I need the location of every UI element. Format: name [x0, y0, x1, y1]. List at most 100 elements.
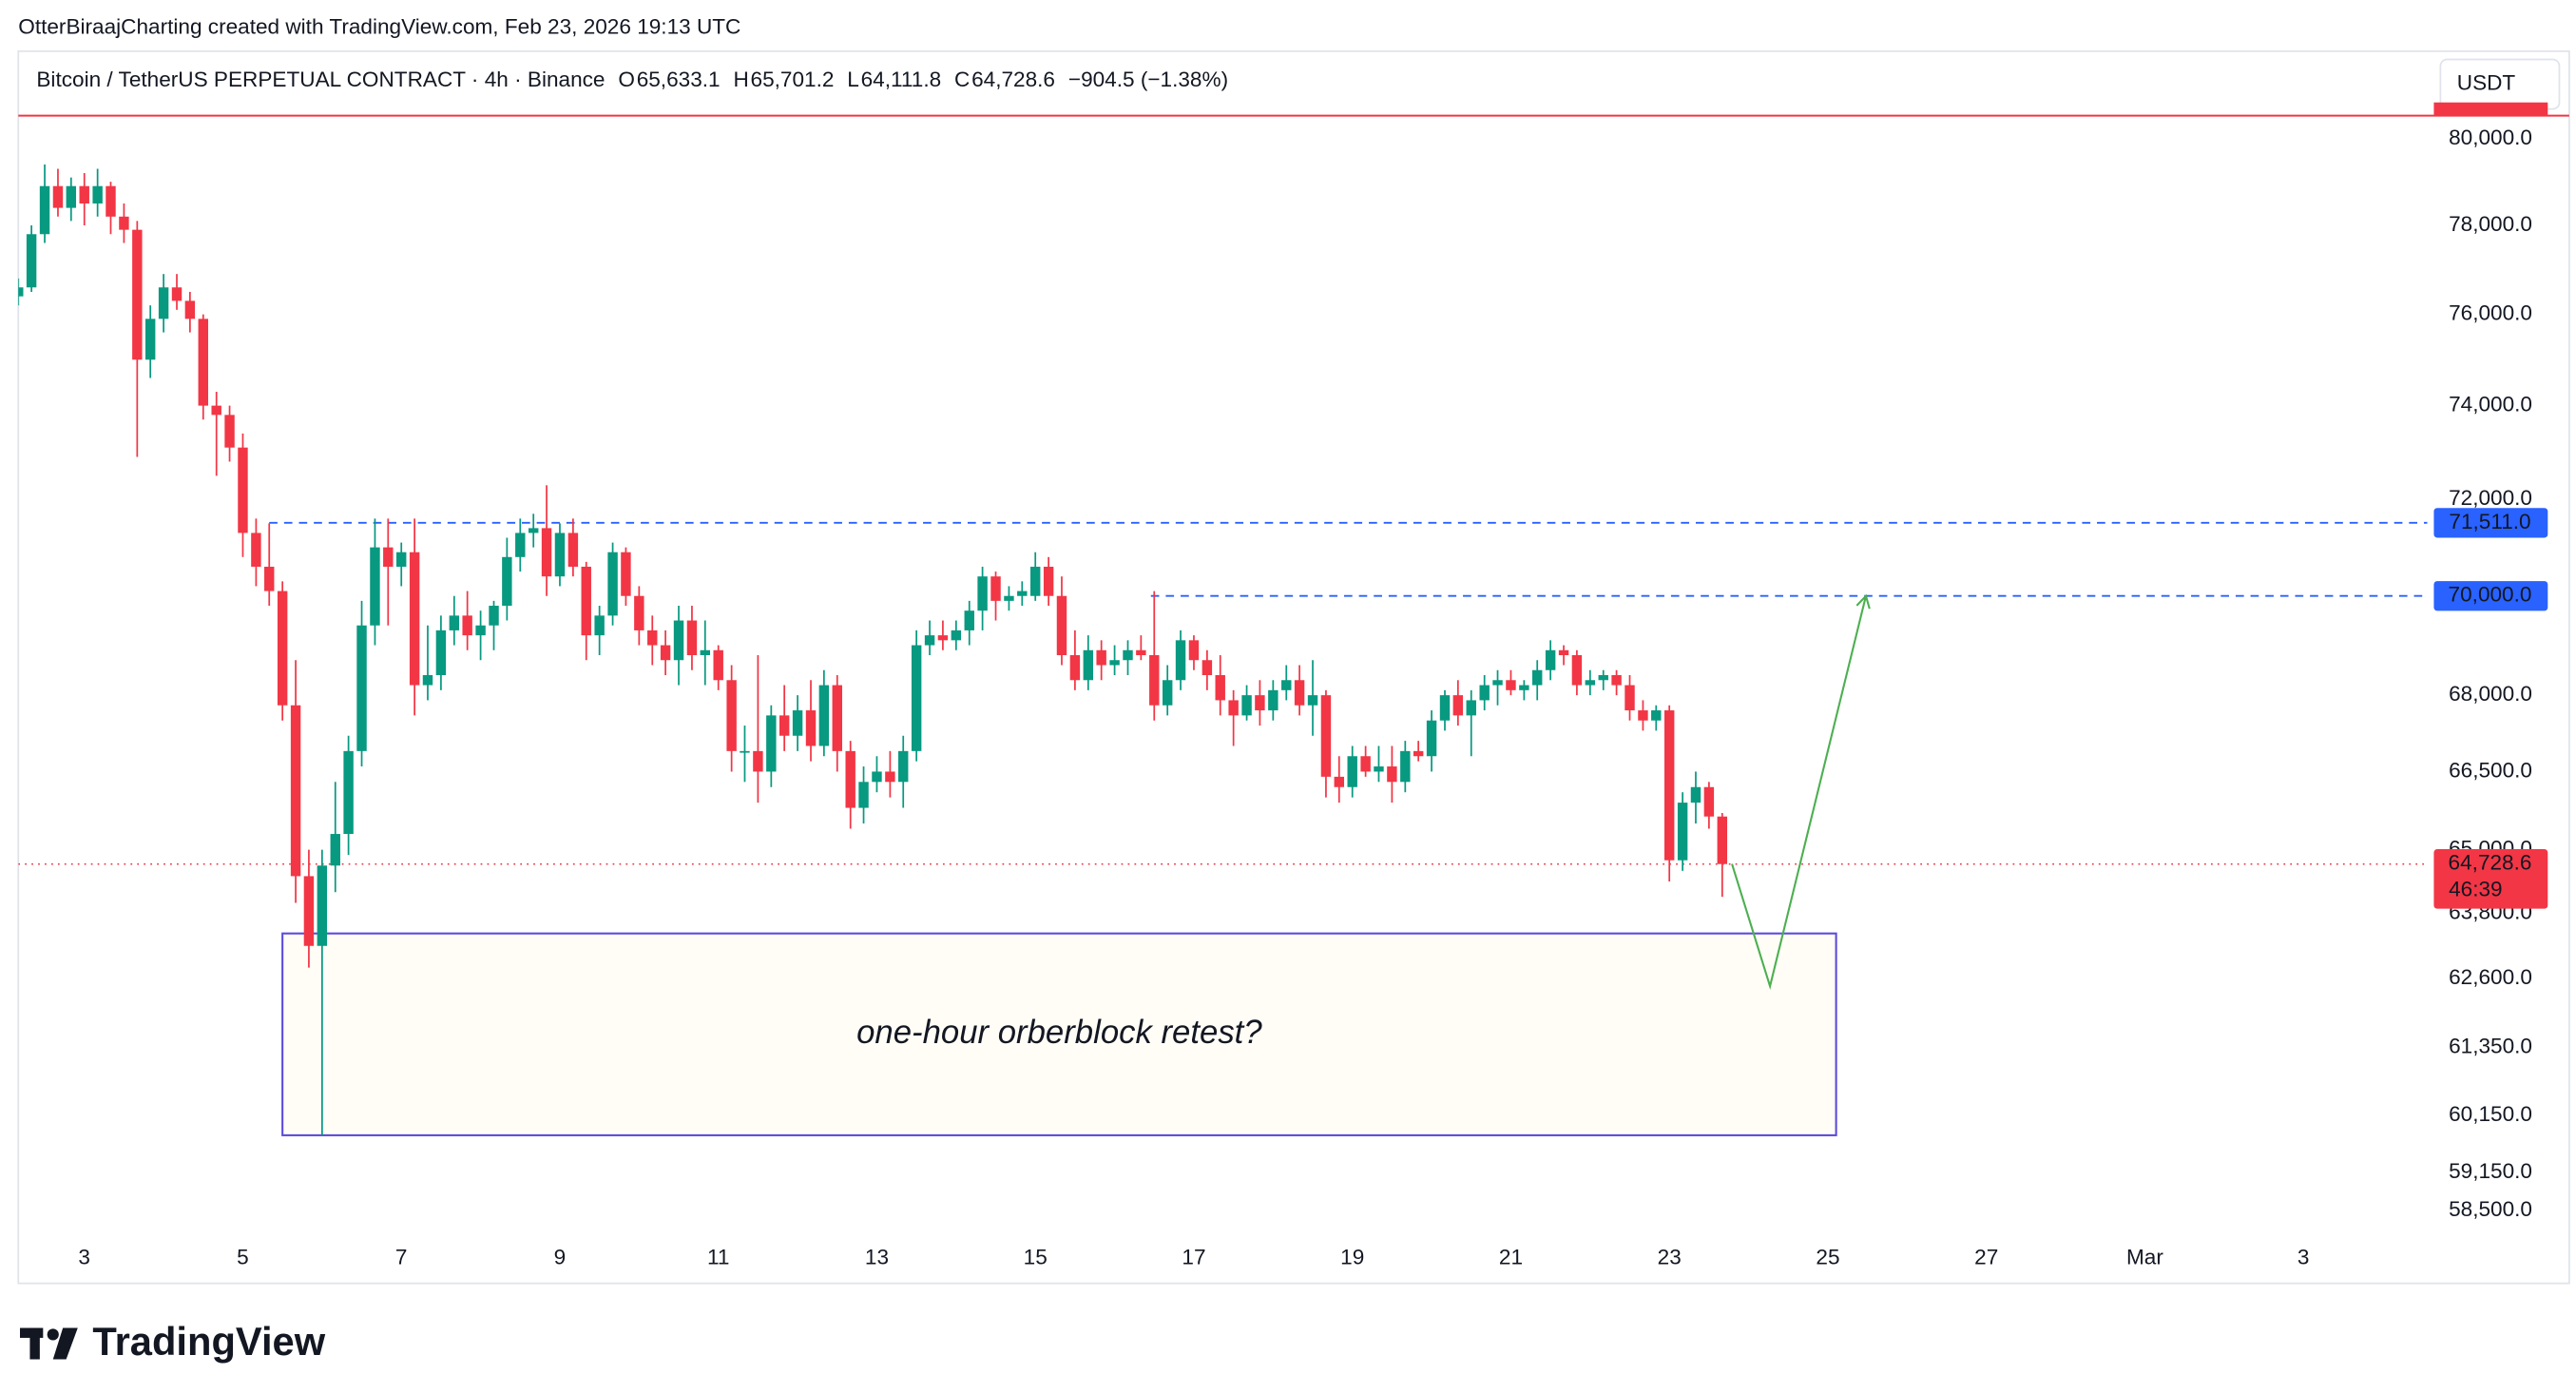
candle-body	[1519, 685, 1529, 690]
candle-body	[1439, 695, 1451, 721]
candle-body	[422, 675, 433, 686]
candle-body	[1400, 750, 1411, 783]
candle-body	[805, 710, 817, 746]
legend-text: 65,701.2	[751, 68, 835, 91]
candle-body	[1136, 649, 1146, 656]
candle-body	[1004, 595, 1014, 601]
candle-body	[740, 750, 750, 753]
candle-body	[1585, 680, 1596, 686]
candle-body	[1294, 680, 1305, 706]
candle-body	[26, 234, 37, 288]
x-tick-label: 9	[554, 1246, 567, 1269]
attribution: OtterBiraajCharting created with Trading…	[18, 14, 740, 38]
candle-body	[845, 750, 855, 808]
candle-body	[885, 771, 895, 783]
candle-body	[1109, 660, 1120, 666]
legend-text: C	[954, 68, 970, 91]
candle-body	[528, 528, 539, 533]
candle-body	[1426, 720, 1437, 757]
candle-body	[1281, 680, 1292, 690]
candle-body	[1690, 786, 1701, 803]
candle-body	[1571, 655, 1583, 686]
candle-body	[1056, 595, 1067, 656]
y-tick-label: 59,150.0	[2449, 1159, 2532, 1183]
candle-body	[1188, 640, 1200, 661]
candle-body	[515, 532, 526, 557]
candle-body	[144, 319, 156, 360]
candle-body	[251, 532, 261, 567]
x-tick-label: 11	[707, 1246, 729, 1269]
candle-body	[79, 185, 89, 204]
brand-name: TradingView	[92, 1319, 325, 1364]
candle-body	[964, 610, 974, 630]
candle-body	[713, 649, 723, 681]
candle-body	[184, 300, 196, 319]
candle-body	[92, 185, 103, 204]
candle-body	[1017, 591, 1028, 596]
candle-body	[1638, 710, 1648, 721]
projection-arrow	[1731, 593, 1871, 991]
candle-body	[396, 552, 407, 567]
candle-body	[872, 771, 882, 783]
candle-body	[1029, 566, 1041, 596]
candle-body	[1083, 649, 1094, 681]
candle-body	[937, 635, 949, 641]
candle-body	[700, 649, 711, 656]
candle-body	[1532, 669, 1543, 686]
order-block-box	[281, 932, 1837, 1136]
x-tick-label: 7	[395, 1246, 408, 1269]
candle-body	[818, 685, 830, 746]
candle-body	[621, 552, 631, 596]
y-tick-label: 72,000.0	[2449, 486, 2532, 510]
y-tick-label: 58,500.0	[2449, 1197, 2532, 1221]
x-tick-label: 3	[78, 1246, 90, 1269]
candle-body	[264, 566, 275, 591]
candle-body	[924, 635, 935, 646]
candle-body	[977, 576, 988, 611]
candle-body	[951, 629, 962, 641]
candle-body	[726, 680, 737, 751]
candle-body	[106, 185, 116, 217]
level-tag	[2433, 581, 2548, 611]
candle-body	[1479, 685, 1490, 701]
candle-body	[753, 750, 763, 772]
x-tick-label: 3	[2297, 1246, 2310, 1269]
candle-body	[686, 620, 698, 656]
candle-body	[52, 185, 64, 208]
legend-text: −904.5 (−1.38%)	[1068, 68, 1228, 91]
legend-text: L	[847, 68, 859, 91]
candle-body	[1663, 710, 1675, 861]
y-tick-label: 74,000.0	[2449, 393, 2532, 416]
candle-body	[1387, 766, 1397, 783]
y-tick-label: 76,000.0	[2449, 301, 2532, 325]
y-tick-label: 80,000.0	[2449, 126, 2532, 149]
x-tick-label: 25	[1816, 1246, 1839, 1269]
candle-body	[1043, 566, 1054, 596]
candle-body	[1215, 675, 1225, 701]
candle-body	[1175, 640, 1186, 681]
candle-body	[1069, 655, 1081, 681]
candle-body	[1506, 680, 1516, 690]
candle-body	[1703, 786, 1715, 817]
candle-body	[1149, 655, 1160, 706]
candle-body	[330, 834, 340, 866]
candle-body	[343, 750, 354, 835]
x-tick-label: 15	[1024, 1246, 1048, 1269]
candle-body	[1624, 685, 1635, 711]
candle-body	[1598, 675, 1608, 681]
candle-body	[898, 750, 909, 783]
candle-body	[1123, 649, 1133, 661]
candle-body	[1201, 660, 1213, 676]
candle-body	[581, 566, 591, 636]
candle-body	[1241, 695, 1252, 716]
candle-body	[317, 865, 328, 946]
level-tag-label: 71,511.0	[2449, 510, 2530, 533]
last-price-label: 64,728.6	[2449, 851, 2532, 875]
y-tick-label: 60,150.0	[2449, 1102, 2532, 1126]
last-price-tag	[2433, 849, 2548, 909]
candle-body	[1558, 649, 1569, 656]
candle-body	[238, 447, 248, 533]
candle-body	[39, 185, 50, 235]
